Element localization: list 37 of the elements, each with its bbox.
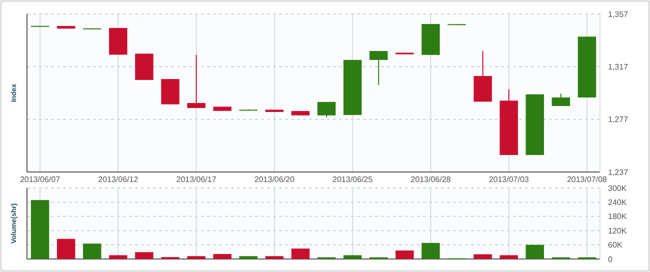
y-tick-label: 300K [608, 184, 628, 193]
bar [213, 254, 232, 259]
bar [526, 244, 544, 259]
candlestick [552, 93, 570, 107]
y-tick-label: 1,317 [608, 62, 629, 72]
bar [187, 256, 206, 259]
x-tick-label: 2013/07/08 [566, 175, 608, 184]
x-tick-label: 2013/07/03 [488, 175, 530, 184]
bar [265, 256, 284, 259]
x-tick-label: 2013/06/12 [98, 175, 139, 184]
x-tick-label: 2013/06/07 [20, 175, 61, 184]
bar [343, 255, 362, 259]
bar [422, 242, 440, 259]
x-tick-label: 2013/06/25 [332, 175, 374, 184]
bar [56, 238, 76, 259]
bar [396, 250, 414, 259]
bar [109, 255, 128, 259]
bar [500, 255, 518, 259]
y-tick-label: 120K [608, 226, 628, 236]
y-tick-label: 240K [608, 198, 628, 207]
y-tick-label: 1,237 [608, 168, 629, 177]
y-tick-label: 180K [608, 212, 628, 222]
y-tick-label: 1,277 [608, 115, 629, 124]
bar [83, 244, 102, 259]
bar [30, 200, 50, 259]
bar [135, 252, 154, 259]
y-tick-label: 60K [608, 240, 623, 250]
y-tick-label: 1,357 [608, 10, 629, 19]
bar [474, 254, 492, 259]
x-tick-label: 2013/06/28 [410, 175, 452, 184]
y-tick-label: 0 [608, 254, 613, 264]
bar [291, 248, 310, 259]
candlestick [317, 101, 336, 118]
x-tick-label: 2013/06/17 [176, 175, 217, 184]
candlestick [370, 50, 388, 86]
bar [239, 256, 258, 259]
x-tick-label: 2013/06/20 [254, 175, 295, 184]
